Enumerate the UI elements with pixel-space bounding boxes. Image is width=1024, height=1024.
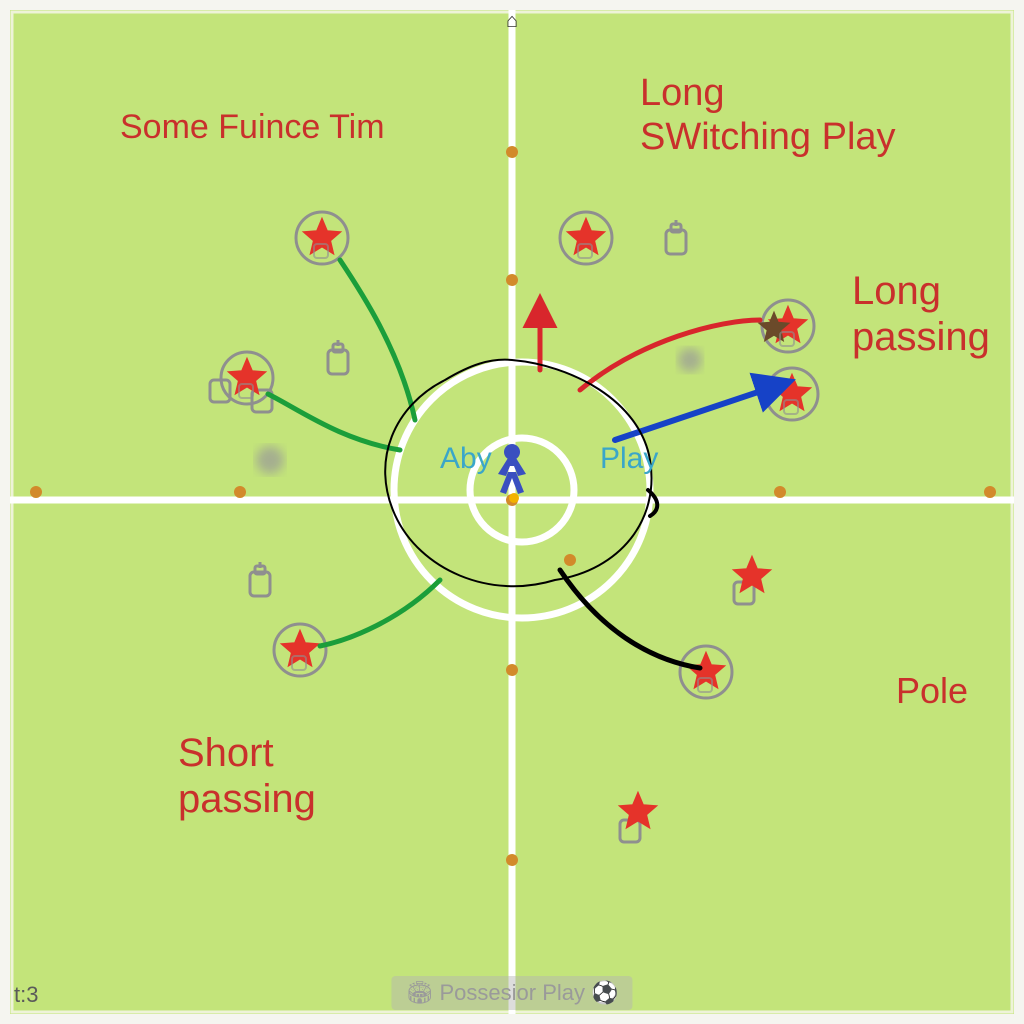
corner-timestamp: t:3 bbox=[14, 982, 38, 1008]
label-q3: Short passing bbox=[178, 730, 316, 822]
label-q2b: Long passing bbox=[852, 268, 990, 360]
home-icon: ⌂ bbox=[506, 10, 518, 33]
label-center-left: Aby bbox=[440, 442, 492, 477]
label-center-right: Play bbox=[600, 442, 658, 477]
footer-title-bar: 🏟 Possesior Play ⚽ bbox=[391, 976, 632, 1010]
ball-icon: ⚽ bbox=[591, 980, 618, 1005]
label-q1: Some Fuince Tim bbox=[120, 108, 385, 147]
tactical-field: Some Fuince Tim Long SWitching Play Long… bbox=[10, 10, 1014, 1014]
field-svg bbox=[10, 10, 1014, 1014]
footer-title: Possesior Play bbox=[440, 980, 586, 1005]
football-icon: 🏟 bbox=[405, 980, 439, 1005]
label-q4: Pole bbox=[896, 670, 968, 711]
label-q2: Long SWitching Play bbox=[640, 72, 896, 159]
